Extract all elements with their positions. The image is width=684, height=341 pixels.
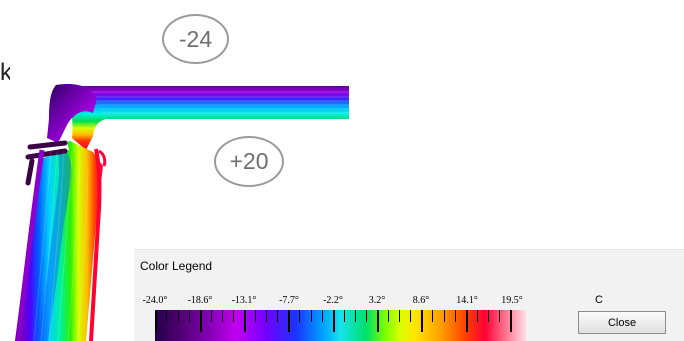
legend-minor-tick [277, 310, 278, 322]
close-button[interactable]: Close [578, 311, 666, 334]
inside-temperature-bubble: +20 [214, 136, 284, 187]
outside-temperature-bubble: -24 [162, 14, 229, 64]
legend-major-tick [244, 310, 246, 332]
legend-minor-tick [166, 310, 167, 322]
legend-major-tick [288, 310, 290, 332]
legend-label-0: -24.0° [142, 295, 168, 306]
legend-minor-tick [255, 310, 256, 322]
small-red-hook [98, 149, 107, 167]
legend-major-tick [510, 310, 512, 332]
wall-outer-edge [15, 149, 45, 341]
legend-temperature-labels: -24.0° -18.6° -13.1° -7.7° -2.2° 3.2° 8.6° 14.1… [143, 295, 617, 310]
legend-minor-tick [477, 310, 478, 322]
legend-minor-tick [189, 310, 190, 322]
legend-minor-tick [444, 310, 445, 322]
legend-unit: C [595, 294, 603, 306]
legend-label-6: 8.6° [412, 295, 430, 306]
wall-inner-edge [89, 148, 102, 341]
roof-slab [69, 86, 350, 150]
legend-minor-tick [344, 310, 345, 322]
legend-minor-tick [322, 310, 323, 322]
legend-title: Color Legend [140, 259, 213, 273]
legend-minor-tick [410, 310, 411, 322]
legend-label-8: 19.5° [501, 295, 523, 306]
legend-minor-tick [355, 310, 356, 322]
legend-major-tick [421, 310, 423, 332]
legend-label-2: -13.1° [231, 295, 257, 306]
legend-major-tick [155, 310, 157, 332]
legend-minor-tick [432, 310, 433, 322]
legend-minor-tick [266, 310, 267, 322]
legend-major-tick [333, 310, 335, 332]
legend-label-4: -2.2° [323, 295, 343, 306]
legend-minor-tick [233, 310, 234, 322]
legend-minor-tick [499, 310, 500, 322]
color-legend-window: Color Legend -24.0° -18.6° -13.1° -7.7° -2.2… [134, 249, 684, 341]
legend-major-tick [200, 310, 202, 332]
legend-major-tick [377, 310, 379, 332]
legend-minor-tick [311, 310, 312, 322]
eave-cap [47, 84, 97, 143]
dark-profile-outline [25, 140, 68, 186]
legend-label-7: 14.1° [456, 295, 478, 306]
legend-minor-tick [222, 310, 223, 322]
legend-major-tick [466, 310, 468, 332]
legend-minor-tick [399, 310, 400, 322]
legend-minor-tick [488, 310, 489, 322]
legend-minor-tick [299, 310, 300, 322]
legend-minor-tick [178, 310, 179, 322]
legend-label-1: -18.6° [187, 295, 213, 306]
wall-thermal-lines [33, 150, 89, 341]
legend-minor-tick [388, 310, 389, 322]
temperature-color-scale [155, 310, 526, 341]
legend-label-3: -7.7° [279, 295, 299, 306]
legend-label-5: 3.2° [368, 295, 386, 306]
legend-minor-tick [211, 310, 212, 322]
inner-cold-channel [37, 144, 72, 341]
partial-cursor-glyph: k [0, 61, 10, 85]
legend-minor-tick [455, 310, 456, 322]
legend-minor-tick [366, 310, 367, 322]
roof-thermal-bands [89, 91, 349, 114]
